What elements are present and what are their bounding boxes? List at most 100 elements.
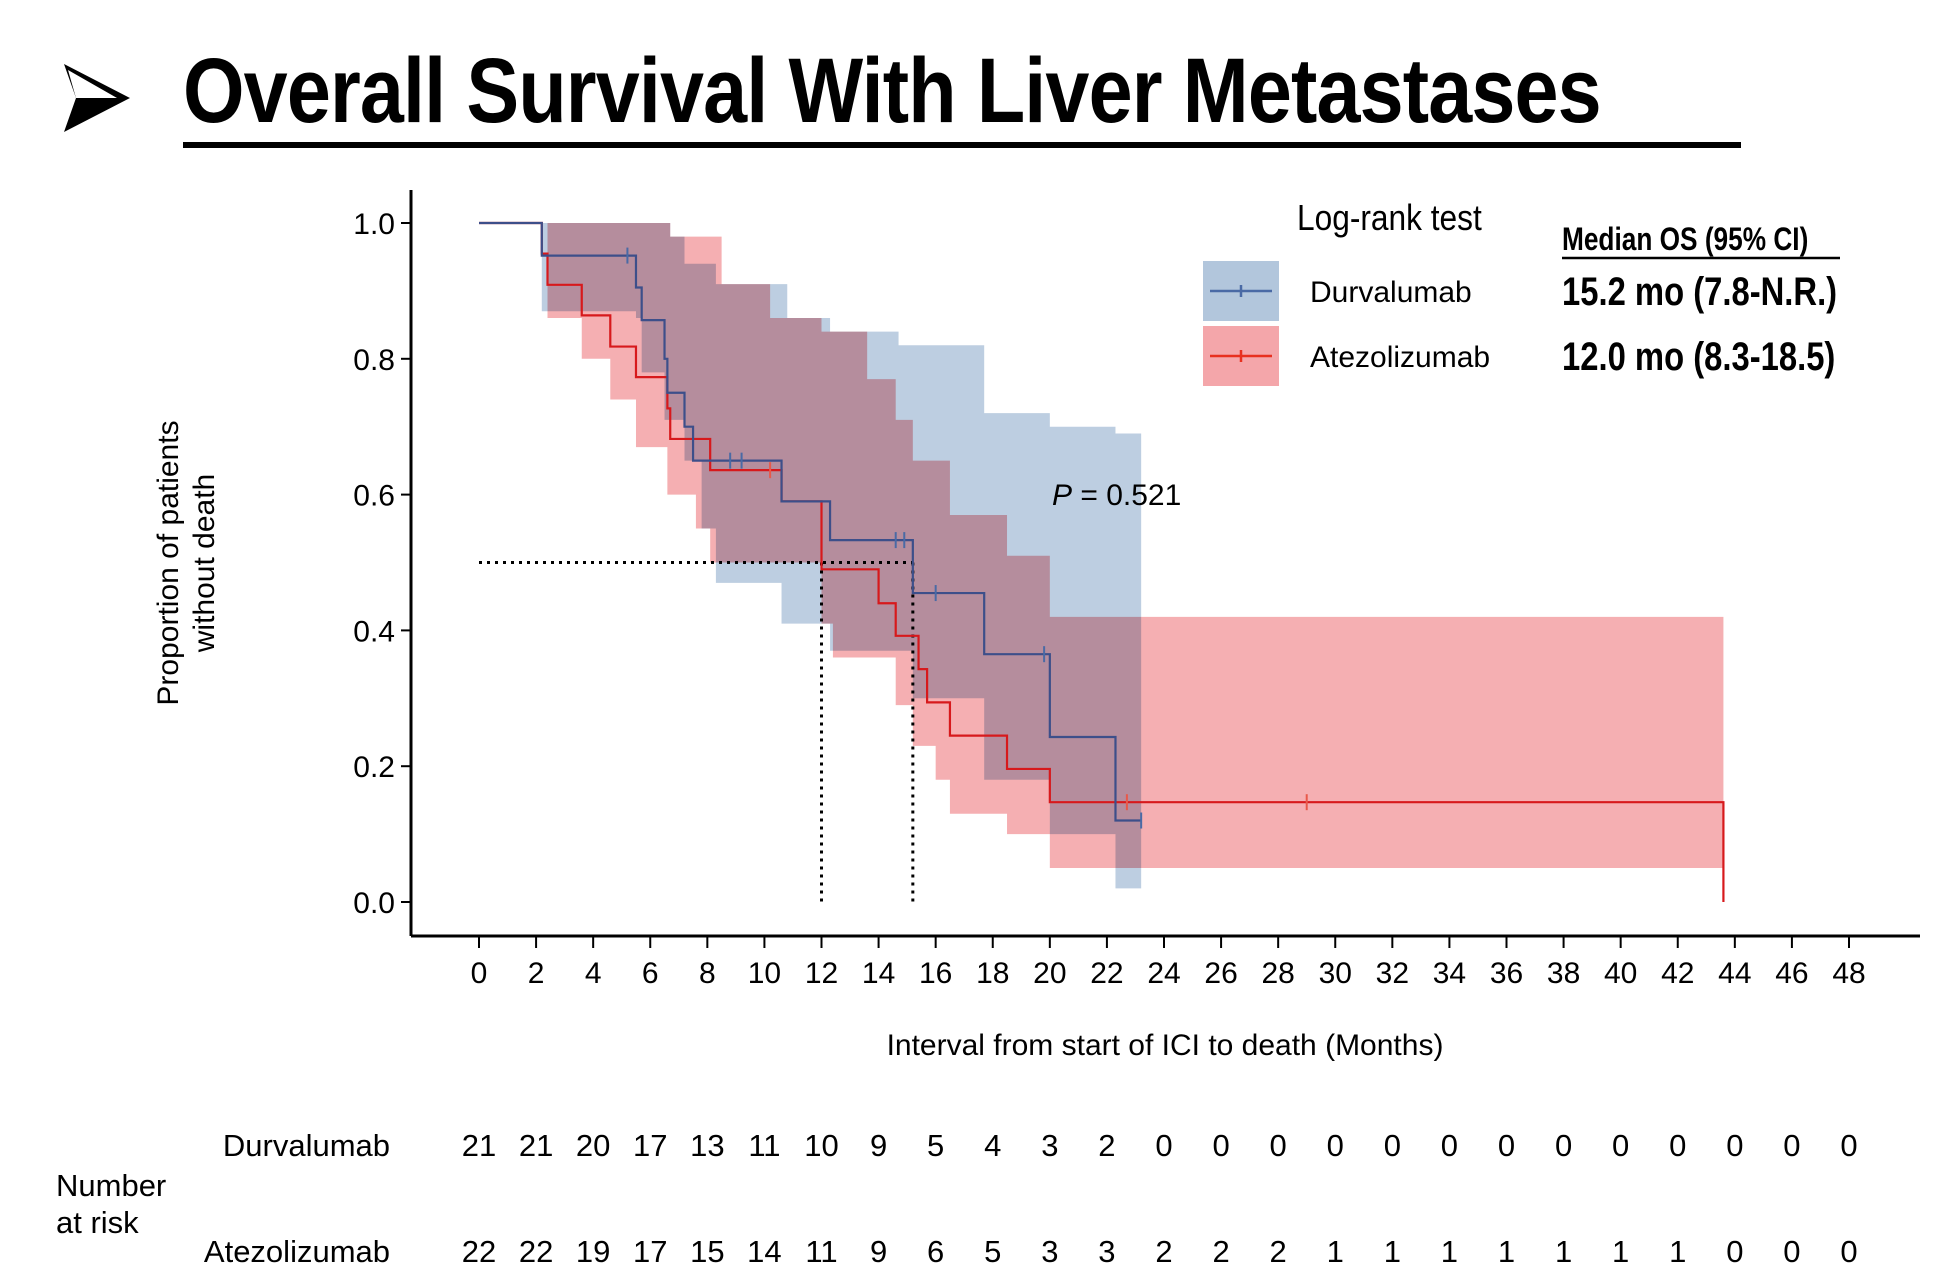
x-tick-label: 48 [1832, 957, 1865, 990]
risk-count: 4 [984, 1128, 1001, 1163]
risk-count: 0 [1840, 1234, 1857, 1269]
risk-count: 0 [1726, 1234, 1743, 1269]
x-axis-label: Interval from start of ICI to death (Mon… [887, 1029, 1444, 1062]
x-tick-label: 32 [1376, 957, 1409, 990]
risk-count: 0 [1384, 1128, 1401, 1163]
risk-count: 1 [1498, 1234, 1515, 1269]
x-tick-label: 4 [585, 957, 602, 990]
legend-median-os-durvalumab: 15.2 mo (7.8-N.R.) [1562, 269, 1837, 314]
risk-count: 0 [1212, 1128, 1229, 1163]
risk-count: 5 [984, 1234, 1001, 1269]
risk-count: 0 [1498, 1128, 1515, 1163]
risk-count: 0 [1726, 1128, 1743, 1163]
x-tick-label: 16 [919, 957, 952, 990]
risk-count: 0 [1555, 1128, 1572, 1163]
y-axis-label: Proportion of patients without death [152, 420, 221, 705]
risk-table: Durvalumab 21 21 20 17 13 11 10 9 5 4 3 2 0 0 0 0 0 0 0 0 0 0 0… [56, 1128, 1858, 1269]
x-tick-label: 8 [699, 957, 716, 990]
risk-count: 0 [1783, 1128, 1800, 1163]
risk-count: 9 [870, 1234, 887, 1269]
risk-count: 1 [1441, 1234, 1458, 1269]
x-tick-label: 12 [805, 957, 838, 990]
km-curve-durvalumab [479, 221, 1142, 822]
x-tick-label: 26 [1204, 957, 1237, 990]
y-tick-label: 0.6 [353, 480, 395, 513]
risk-count: 14 [747, 1234, 781, 1269]
x-tick-label: 2 [528, 957, 545, 990]
legend-label-atezolizumab: Atezolizumab [1310, 341, 1490, 374]
x-tick-label: 0 [471, 957, 488, 990]
x-tick-label: 28 [1261, 957, 1294, 990]
x-tick-label: 40 [1604, 957, 1637, 990]
risk-count: 11 [805, 1234, 837, 1269]
x-tick-label: 44 [1718, 957, 1751, 990]
risk-count: 5 [927, 1128, 944, 1163]
risk-count: 21 [462, 1128, 496, 1163]
survival-curves [479, 221, 1725, 902]
y-tick-label: 0.0 [353, 887, 395, 920]
risk-count: 13 [690, 1128, 724, 1163]
risk-count: 9 [870, 1128, 887, 1163]
arrowhead-bullet-icon [64, 64, 130, 132]
ci-band-durvalumab [479, 223, 1142, 889]
x-tick-label: 46 [1775, 957, 1808, 990]
risk-count: 22 [462, 1234, 496, 1269]
risk-count: 10 [804, 1128, 838, 1163]
risk-count: 0 [1441, 1128, 1458, 1163]
y-tick-label: 1.0 [353, 208, 395, 241]
x-tick-label: 24 [1147, 957, 1180, 990]
x-tick-label: 6 [642, 957, 659, 990]
risk-count: 15 [690, 1234, 724, 1269]
legend-label-durvalumab: Durvalumab [1310, 276, 1472, 309]
ci-bands [479, 223, 1724, 889]
x-tick-label: 42 [1661, 957, 1694, 990]
risk-count: 3 [1098, 1234, 1115, 1269]
risk-count: 3 [1041, 1234, 1058, 1269]
y-tick-label: 0.2 [353, 751, 395, 784]
slide-title: Overall Survival With Liver Metastases [183, 40, 1602, 142]
risk-row-label-atezolizumab: Atezolizumab [204, 1234, 390, 1269]
risk-count: 6 [927, 1234, 944, 1269]
legend-median-os-atezolizumab: 12.0 mo (8.3-18.5) [1562, 334, 1835, 379]
x-tick-label: 38 [1547, 957, 1580, 990]
risk-count: 22 [519, 1234, 553, 1269]
legend-title: Log-rank test [1297, 198, 1482, 238]
x-tick-label: 36 [1490, 957, 1523, 990]
risk-count: 1 [1384, 1234, 1401, 1269]
axes [401, 190, 1920, 948]
risk-count: 3 [1041, 1128, 1058, 1163]
y-tick-label: 0.8 [353, 344, 395, 377]
tick-labels: 0.00.20.40.60.81.00 2 4 6 8 10 12 14 16 18 20 22 24 2… [152, 208, 1866, 1062]
risk-count: 2 [1155, 1234, 1172, 1269]
risk-count: 1 [1612, 1234, 1629, 1269]
risk-count: 17 [633, 1128, 667, 1163]
risk-count: 20 [576, 1128, 610, 1163]
risk-count: 19 [576, 1234, 610, 1269]
x-tick-label: 20 [1033, 957, 1066, 990]
title-underline [183, 142, 1741, 148]
risk-count: 0 [1669, 1128, 1686, 1163]
p-value-annotation: P = 0.521 [1052, 479, 1181, 512]
x-tick-label: 22 [1090, 957, 1123, 990]
risk-count: 21 [519, 1128, 553, 1163]
median-os-header: Median OS (95% CI) [1562, 223, 1808, 258]
y-tick-label: 0.4 [353, 615, 395, 648]
risk-count: 11 [748, 1128, 780, 1163]
risk-count: 2 [1270, 1234, 1287, 1269]
x-tick-label: 14 [862, 957, 895, 990]
risk-count: 2 [1098, 1128, 1115, 1163]
x-tick-label: 30 [1319, 957, 1352, 990]
x-tick-label: 34 [1433, 957, 1466, 990]
legend: Log-rank test Median OS (95% CI) Durvaluma… [1203, 198, 1840, 386]
risk-count: 0 [1612, 1128, 1629, 1163]
x-tick-label: 18 [976, 957, 1009, 990]
risk-table-label: Number at risk [56, 1168, 166, 1240]
risk-count: 0 [1327, 1128, 1344, 1163]
risk-count: 17 [633, 1234, 667, 1269]
risk-count: 0 [1155, 1128, 1172, 1163]
risk-row-label-durvalumab: Durvalumab [223, 1128, 390, 1163]
risk-count: 1 [1669, 1234, 1686, 1269]
risk-count: 0 [1783, 1234, 1800, 1269]
risk-count: 1 [1327, 1234, 1344, 1269]
